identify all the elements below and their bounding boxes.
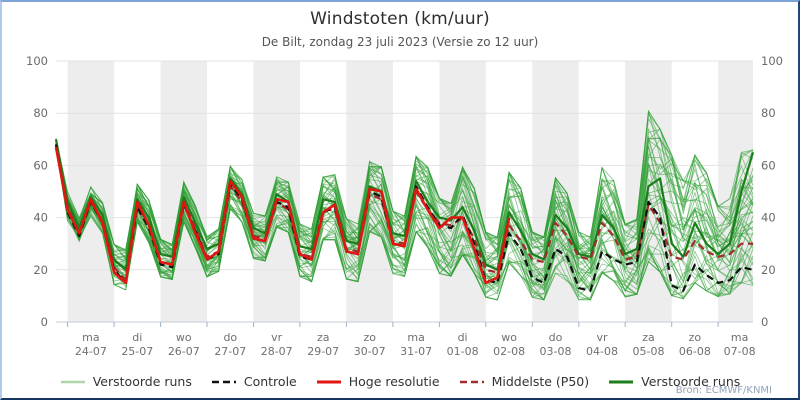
x-axis-date-label: 27-07 — [214, 345, 246, 358]
x-axis-weekday-label: ma — [407, 331, 424, 344]
legend-label: Middelste (P50) — [491, 374, 590, 389]
hires-run-line — [54, 146, 511, 285]
ensemble-member-line — [55, 142, 754, 283]
x-axis-date-label: 02-08 — [493, 345, 525, 358]
legend-swatch-line-icon — [609, 380, 634, 383]
legend-item: Middelste (P50) — [459, 374, 590, 389]
y-axis-tick-label-left: 20 — [33, 263, 48, 277]
legend-label: Controle — [243, 374, 297, 389]
x-axis-weekday-label: do — [549, 331, 563, 344]
y-axis-tick-label-right: 20 — [761, 263, 776, 277]
x-axis-weekday-label: wo — [176, 331, 192, 344]
chart-title: Windstoten (km/uur) — [310, 9, 490, 29]
y-axis-tick-label-left: 0 — [41, 315, 48, 329]
x-axis-weekday-label: wo — [501, 331, 517, 344]
legend-item: Verstoorde runs — [608, 374, 740, 389]
y-axis-tick-label-right: 80 — [761, 106, 776, 120]
x-axis-date-label: 24-07 — [75, 345, 107, 358]
x-axis-date-label: 31-07 — [400, 345, 432, 358]
legend-item: Hoge resolutie — [316, 374, 440, 389]
legend-label: Verstoorde runs — [92, 374, 192, 389]
highlighted-member-line — [54, 139, 755, 271]
x-axis-weekday-label: vr — [271, 331, 283, 344]
legend-item: Controle — [211, 374, 297, 389]
x-axis-date-label: 05-08 — [633, 345, 665, 358]
legend-swatch-line-icon — [211, 380, 236, 383]
y-axis-tick-label-right: 0 — [761, 315, 768, 329]
x-axis-weekday-label: vr — [596, 331, 608, 344]
x-axis-weekday-label: di — [458, 331, 468, 344]
y-axis-tick-label-left: 40 — [33, 211, 48, 225]
x-axis-weekday-label: zo — [689, 331, 702, 344]
x-axis-date-label: 06-08 — [679, 345, 711, 358]
x-axis-date-label: 07-08 — [724, 345, 756, 358]
legend-label: Verstoorde runs — [641, 374, 741, 389]
y-axis-tick-label-left: 80 — [33, 106, 48, 120]
legend-swatch-line-icon — [459, 380, 484, 383]
x-axis-weekday-label: ma — [82, 331, 99, 344]
x-axis-date-label: 29-07 — [307, 345, 339, 358]
legend-item: Verstoorde runs — [60, 374, 192, 389]
y-axis-tick-label-left: 100 — [26, 54, 48, 68]
legend-swatch-line-icon — [316, 380, 341, 383]
y-axis-tick-label-left: 60 — [33, 158, 48, 172]
legend-label: Hoge resolutie — [348, 374, 440, 389]
x-axis-weekday-label: do — [223, 331, 237, 344]
source-attribution: Bron: ECMWF/KNMI — [675, 385, 772, 396]
x-axis-weekday-label: za — [317, 331, 330, 344]
control-run-line — [54, 144, 754, 292]
x-axis-date-label: 04-08 — [586, 345, 618, 358]
x-axis-date-label: 25-07 — [121, 345, 153, 358]
x-axis-date-label: 03-08 — [540, 345, 572, 358]
x-axis-date-label: 30-07 — [354, 345, 386, 358]
y-axis-tick-label-right: 40 — [761, 211, 776, 225]
legend: Verstoorde runs Controle Hoge resolutie Mid… — [2, 374, 798, 389]
day-band — [67, 61, 115, 322]
x-axis-date-label: 28-07 — [261, 345, 293, 358]
x-axis-weekday-label: zo — [363, 331, 376, 344]
y-axis-tick-label-right: 100 — [761, 54, 783, 68]
y-axis-tick-label-right: 60 — [761, 158, 776, 172]
x-axis-weekday-label: ma — [731, 331, 748, 344]
chart-subtitle: De Bilt, zondag 23 juli 2023 (Versie zo … — [261, 35, 539, 49]
x-axis-date-label: 01-08 — [447, 345, 479, 358]
x-axis-weekday-label: za — [642, 331, 655, 344]
legend-swatch-line-icon — [60, 380, 85, 383]
x-axis-weekday-label: di — [132, 331, 142, 344]
x-axis-date-label: 26-07 — [168, 345, 200, 358]
